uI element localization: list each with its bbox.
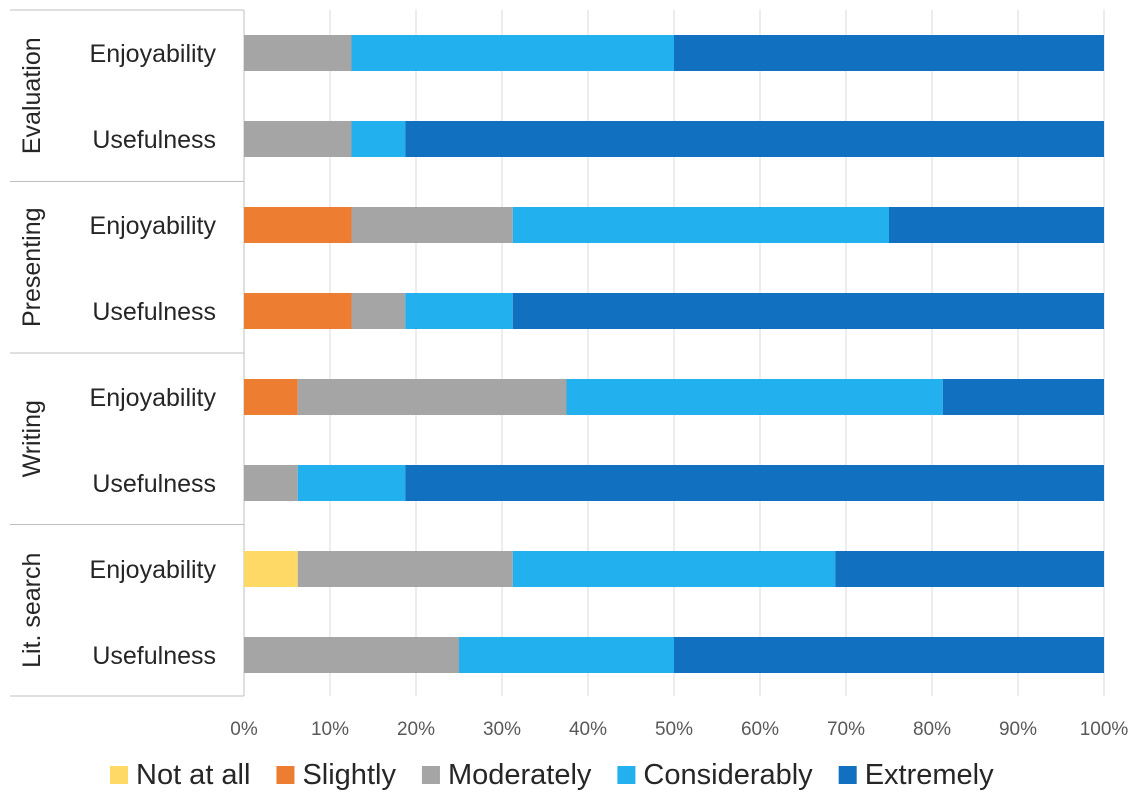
bar-segment-not-at-all xyxy=(244,551,298,587)
bar-segment-considerably xyxy=(351,35,674,71)
group-labels: Evaluation Presenting Writing Lit. search xyxy=(18,37,46,668)
bar-segment-extremely xyxy=(835,551,1104,587)
legend-label-considerably: Considerably xyxy=(643,759,813,791)
legend-label-extremely: Extremely xyxy=(865,759,994,791)
bar-segment-considerably xyxy=(351,121,406,157)
category-label-enjoyability: Enjoyability xyxy=(90,384,217,412)
category-label-enjoyability: Enjoyability xyxy=(90,556,217,584)
category-labels: Enjoyability Usefulness Enjoyability Useful… xyxy=(90,40,217,670)
group-label-lit-search: Lit. search xyxy=(18,553,46,668)
group-label-evaluation: Evaluation xyxy=(18,37,46,154)
x-tick-label: 80% xyxy=(913,719,951,740)
group-label-writing: Writing xyxy=(18,400,46,477)
x-tick-label: 40% xyxy=(569,719,607,740)
bar-segment-extremely xyxy=(674,35,1104,71)
x-tick-label: 30% xyxy=(483,719,521,740)
bar-segment-considerably xyxy=(566,379,943,415)
bar-segment-moderately xyxy=(351,207,513,243)
x-tick-label: 50% xyxy=(655,719,693,740)
category-label-usefulness: Usefulness xyxy=(92,126,216,154)
x-tick-label: 100% xyxy=(1080,719,1129,740)
bar-segment-considerably xyxy=(405,293,513,329)
bar-segment-moderately xyxy=(297,551,513,587)
bars xyxy=(244,35,1104,673)
x-tick-label: 90% xyxy=(999,719,1037,740)
bar-segment-extremely xyxy=(405,465,1104,501)
category-label-enjoyability: Enjoyability xyxy=(90,212,217,240)
legend-swatch-extremely xyxy=(838,766,857,784)
legend-swatch-considerably xyxy=(617,766,636,784)
bar-segment-extremely xyxy=(405,121,1104,157)
group-label-presenting: Presenting xyxy=(18,207,46,327)
category-label-usefulness: Usefulness xyxy=(92,298,216,326)
legend-label-slightly: Slightly xyxy=(302,759,396,791)
x-tick-label: 70% xyxy=(827,719,865,740)
category-label-enjoyability: Enjoyability xyxy=(90,40,217,68)
bar-segment-considerably xyxy=(512,207,889,243)
bar-segment-extremely xyxy=(889,207,1104,243)
legend-swatch-slightly xyxy=(276,766,295,784)
bar-segment-moderately xyxy=(244,121,352,157)
bar-segment-moderately xyxy=(297,379,567,415)
bar-segment-moderately xyxy=(351,293,406,329)
gridlines xyxy=(243,10,1105,696)
bar-segment-slightly xyxy=(244,207,352,243)
bar-segment-extremely xyxy=(674,637,1104,673)
x-tick-label: 60% xyxy=(741,719,779,740)
bar-segment-considerably xyxy=(297,465,406,501)
legend-label-not-at-all: Not at all xyxy=(136,759,250,791)
category-label-usefulness: Usefulness xyxy=(92,470,216,498)
bar-segment-extremely xyxy=(942,379,1104,415)
bar-segment-slightly xyxy=(244,379,298,415)
x-tick-label: 10% xyxy=(311,719,349,740)
legend-label-moderately: Moderately xyxy=(448,759,592,791)
bar-segment-considerably xyxy=(459,637,674,673)
bar-segment-slightly xyxy=(244,293,352,329)
bar-segment-moderately xyxy=(244,35,352,71)
bar-segment-extremely xyxy=(512,293,1104,329)
bar-segment-moderately xyxy=(244,465,298,501)
category-label-usefulness: Usefulness xyxy=(92,642,216,670)
legend-swatch-not-at-all xyxy=(110,766,128,784)
x-tick-label: 0% xyxy=(230,719,258,740)
legend: Not at all Slightly Moderately Considerably… xyxy=(110,759,994,791)
x-tick-label: 20% xyxy=(397,719,435,740)
x-axis-tick-labels: 0% 10% 20% 30% 40% 50% 60% 70% 80% 90% 100% xyxy=(230,719,1128,740)
bar-segment-moderately xyxy=(244,637,459,673)
legend-swatch-moderately xyxy=(421,766,440,784)
bar-segment-considerably xyxy=(512,551,836,587)
